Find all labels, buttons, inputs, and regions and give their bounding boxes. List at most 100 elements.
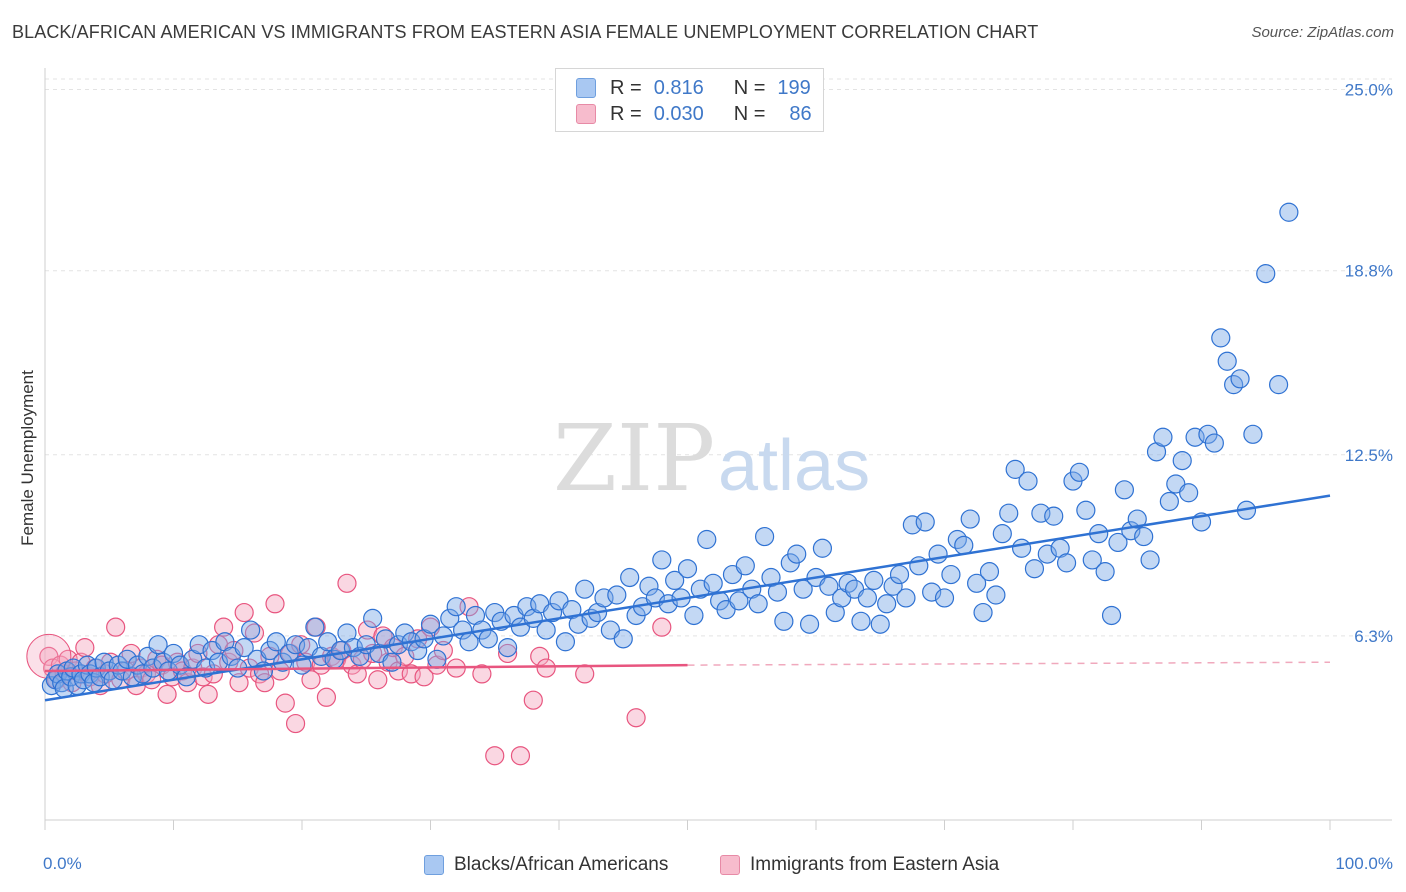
chart-title: BLACK/AFRICAN AMERICAN VS IMMIGRANTS FRO…: [12, 22, 1039, 42]
data-point: [1011, 538, 1032, 558]
data-point: [703, 573, 723, 593]
bottom-legend-pink: Immigrants from Eastern Asia: [720, 852, 999, 878]
data-point: [498, 638, 518, 658]
data-point: [420, 614, 441, 634]
data-point: [1044, 506, 1064, 526]
data-point: [754, 526, 775, 547]
legend-r-label: R =: [610, 76, 642, 99]
data-point: [485, 746, 505, 766]
x-tick-label: 0.0%: [43, 854, 82, 873]
bottom-legend-swatch-pink: [720, 855, 740, 875]
trend-line-pink-extension: [687, 661, 1331, 666]
data-point: [652, 550, 672, 570]
y-tick-label: 6.3%: [1354, 627, 1393, 646]
legend-row-pink: R = 0.030 N = 86: [576, 101, 812, 127]
data-point: [1082, 550, 1102, 570]
legend-r-value: 0.030: [653, 102, 704, 125]
data-point: [613, 629, 633, 649]
data-point: [1217, 351, 1237, 371]
data-point: [301, 670, 321, 690]
data-point: [607, 585, 627, 605]
bottom-legend-swatch-blue: [424, 855, 444, 875]
data-point: [472, 664, 492, 684]
data-point: [697, 529, 717, 550]
data-point: [735, 556, 755, 576]
data-point: [1243, 424, 1263, 444]
data-point: [1069, 462, 1090, 482]
legend-n-value: 86: [789, 102, 812, 125]
data-point: [928, 544, 948, 564]
data-point: [143, 658, 163, 678]
data-point: [275, 693, 295, 713]
data-point: [198, 684, 218, 704]
data-point: [427, 649, 447, 669]
data-point: [883, 576, 903, 596]
data-point: [870, 614, 890, 634]
data-point: [999, 503, 1019, 523]
legend-n-value: 199: [777, 76, 811, 99]
data-point: [575, 664, 595, 684]
data-point: [1230, 369, 1250, 389]
trend-line-pink: [44, 663, 688, 673]
data-point: [1172, 451, 1192, 471]
data-point: [973, 602, 993, 623]
data-point: [234, 602, 254, 623]
data-point: [799, 614, 820, 634]
bottom-legend-label-blue: Blacks/African Americans: [454, 854, 669, 875]
data-point: [363, 608, 383, 628]
x-tick-label: 100.0%: [1335, 854, 1393, 873]
data-point: [1127, 509, 1147, 529]
data-point: [992, 524, 1012, 544]
legend-swatch-blue: [576, 78, 596, 98]
legend-n-label: N =: [733, 102, 766, 125]
data-point: [774, 611, 794, 631]
data-point: [941, 564, 961, 585]
data-point: [229, 673, 249, 693]
data-point: [510, 746, 531, 766]
data-point: [954, 535, 974, 555]
data-point: [1101, 605, 1122, 626]
data-point: [967, 573, 987, 593]
data-point: [819, 576, 839, 596]
data-point: [1114, 480, 1135, 500]
legend-r-label: R =: [610, 102, 642, 125]
data-point: [157, 684, 177, 704]
data-point: [337, 573, 357, 593]
data-point: [1024, 559, 1045, 579]
y-tick-label: 25.0%: [1345, 81, 1393, 100]
legend-row-blue: R = 0.816 N = 199: [576, 75, 811, 101]
watermark: ZIP atlas: [553, 405, 870, 512]
data-point: [478, 629, 498, 649]
legend-r-value: 0.816: [653, 76, 704, 99]
axes: [44, 68, 1392, 830]
data-point: [960, 509, 980, 529]
data-point: [986, 585, 1006, 605]
data-point: [1179, 483, 1199, 503]
data-point: [915, 512, 935, 532]
data-point: [163, 643, 184, 664]
data-point: [117, 649, 137, 669]
data-point: [234, 638, 254, 658]
data-point: [677, 559, 698, 579]
data-point: [877, 594, 897, 614]
data-point: [498, 643, 518, 664]
correlation-legend: R = 0.816 N = 199 R = 0.030 N = 86: [555, 68, 824, 132]
data-point: [542, 602, 563, 623]
data-point: [285, 713, 306, 734]
data-point: [1076, 500, 1096, 520]
data-point: [864, 570, 884, 591]
data-point: [440, 608, 460, 628]
data-point: [1211, 328, 1231, 348]
data-point: [368, 670, 388, 690]
bottom-legend-blue: Blacks/African Americans: [424, 852, 668, 878]
data-point: [652, 617, 672, 637]
data-point: [1153, 427, 1173, 447]
data-point: [1204, 433, 1224, 453]
data-point: [851, 611, 871, 631]
data-point: [729, 591, 749, 611]
data-point: [787, 544, 807, 564]
data-point: [148, 635, 168, 655]
data-point: [684, 605, 704, 626]
data-point: [1056, 553, 1077, 573]
data-point: [748, 594, 768, 614]
